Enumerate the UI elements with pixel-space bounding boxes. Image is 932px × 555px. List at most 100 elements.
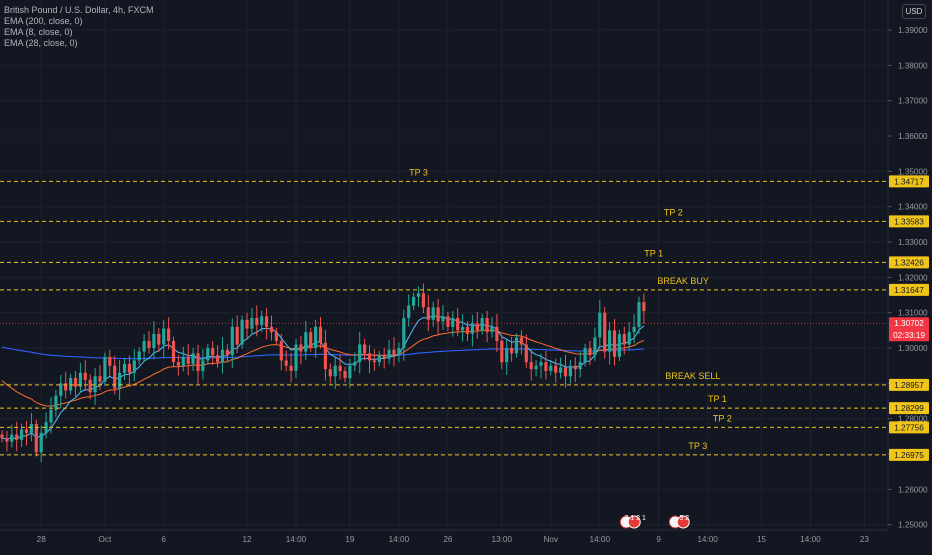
- level-price-tag: [889, 448, 929, 461]
- candle: [559, 357, 563, 379]
- candle: [186, 344, 190, 376]
- candle-body: [167, 328, 171, 341]
- indicator-ema-28[interactable]: EMA (28, close, 0): [4, 38, 78, 48]
- candle: [196, 344, 200, 384]
- indicator-ema-8[interactable]: EMA (8, close, 0): [4, 27, 73, 37]
- candle-body: [377, 355, 381, 363]
- candle-body: [514, 337, 519, 354]
- candle: [289, 352, 293, 383]
- candle-body: [108, 356, 112, 366]
- candle: [34, 419, 38, 457]
- candle: [407, 294, 411, 327]
- price-tick-label: 1.39000: [898, 26, 928, 35]
- candle-body: [465, 326, 470, 334]
- candle-body: [196, 353, 200, 371]
- candle-body: [132, 360, 136, 373]
- candle-body: [309, 332, 313, 349]
- event-flag-icon[interactable]: 5 2: [668, 515, 690, 529]
- candle: [549, 361, 553, 376]
- candle: [269, 315, 274, 341]
- candle-body: [426, 307, 430, 320]
- price-tick-label: 1.32000: [898, 273, 928, 282]
- candle-body: [495, 326, 499, 341]
- candle: [103, 352, 107, 386]
- candle: [216, 345, 220, 368]
- event-flag-icon[interactable]: 7 1 2 1: [619, 515, 646, 529]
- indicator-ema-200[interactable]: EMA (200, close, 0): [4, 16, 83, 26]
- candle: [436, 298, 440, 335]
- level-price-tag-label: 1.28299: [894, 404, 924, 413]
- time-axis[interactable]: 28 Oct 6 12 14:00 19 14:00 26 13:00 Nov 14:00 9 14:0…: [0, 529, 888, 544]
- symbol-title[interactable]: British Pound / U.S. Dollar, 4h, FXCM: [4, 5, 154, 15]
- candle-body: [598, 312, 602, 338]
- candle-body: [402, 318, 406, 349]
- candle-body: [54, 395, 58, 410]
- candle: [333, 357, 337, 390]
- candle-body: [436, 307, 440, 322]
- price-tick-label: 1.31000: [898, 309, 928, 318]
- candle-body: [39, 432, 43, 453]
- candle-body: [69, 378, 73, 391]
- level-price-tag-label: 1.28957: [894, 381, 924, 390]
- candle: [304, 320, 308, 361]
- candle: [279, 333, 283, 371]
- candle-body: [617, 333, 621, 357]
- event-count-label: 7 1 2 1: [624, 515, 646, 522]
- candle-body: [171, 340, 176, 363]
- candle: [363, 338, 367, 361]
- candle-body: [206, 348, 210, 361]
- candle-body: [363, 344, 367, 354]
- candle-body: [49, 409, 53, 423]
- time-tick-label: 14:00: [286, 535, 307, 544]
- uk-flag-icon: [676, 515, 690, 529]
- candle: [328, 363, 332, 384]
- ema-8-line: [1, 315, 645, 440]
- time-tick-label: 26: [443, 535, 453, 544]
- time-tick-label: 12: [242, 535, 252, 544]
- price-tick-label: 1.26000: [898, 485, 928, 494]
- current-price-tag: [889, 317, 929, 342]
- candle-body: [534, 365, 538, 370]
- time-tick-label: 14:00: [697, 535, 718, 544]
- candle: [637, 296, 641, 334]
- candle: [348, 358, 352, 388]
- candle: [59, 374, 63, 409]
- candle-body: [524, 344, 528, 363]
- candle-body: [289, 365, 293, 371]
- candle-body: [367, 353, 372, 361]
- candle-body: [446, 316, 450, 327]
- candle: [88, 374, 92, 400]
- candle: [240, 315, 244, 349]
- candle-body: [191, 353, 195, 364]
- candle: [372, 349, 376, 371]
- candle: [387, 339, 391, 365]
- candle: [167, 317, 171, 350]
- price-axis[interactable]: 1.250001.260001.270001.280001.290001.300…: [887, 0, 929, 530]
- candle: [260, 310, 264, 333]
- candle-body: [475, 323, 479, 331]
- candle-body: [441, 316, 445, 322]
- candle: [225, 344, 229, 363]
- candle: [98, 364, 102, 391]
- candle-body: [122, 363, 127, 373]
- ema-28-line: [1, 329, 645, 407]
- candle: [309, 327, 313, 353]
- candle: [642, 293, 646, 324]
- candle: [539, 353, 543, 379]
- candle: [39, 425, 43, 463]
- candle: [534, 360, 538, 377]
- candle-body: [113, 365, 117, 389]
- candle-body: [20, 429, 24, 440]
- candle-body: [93, 376, 97, 393]
- level-label: TP 3: [409, 167, 428, 177]
- candle: [588, 340, 592, 365]
- currency-button[interactable]: USD: [902, 4, 926, 19]
- candle: [93, 367, 97, 405]
- candle: [255, 305, 259, 337]
- candle-body: [397, 348, 401, 356]
- time-tick-label: 19: [345, 535, 355, 544]
- level-price-tag: [889, 175, 929, 188]
- candle-body: [456, 318, 460, 331]
